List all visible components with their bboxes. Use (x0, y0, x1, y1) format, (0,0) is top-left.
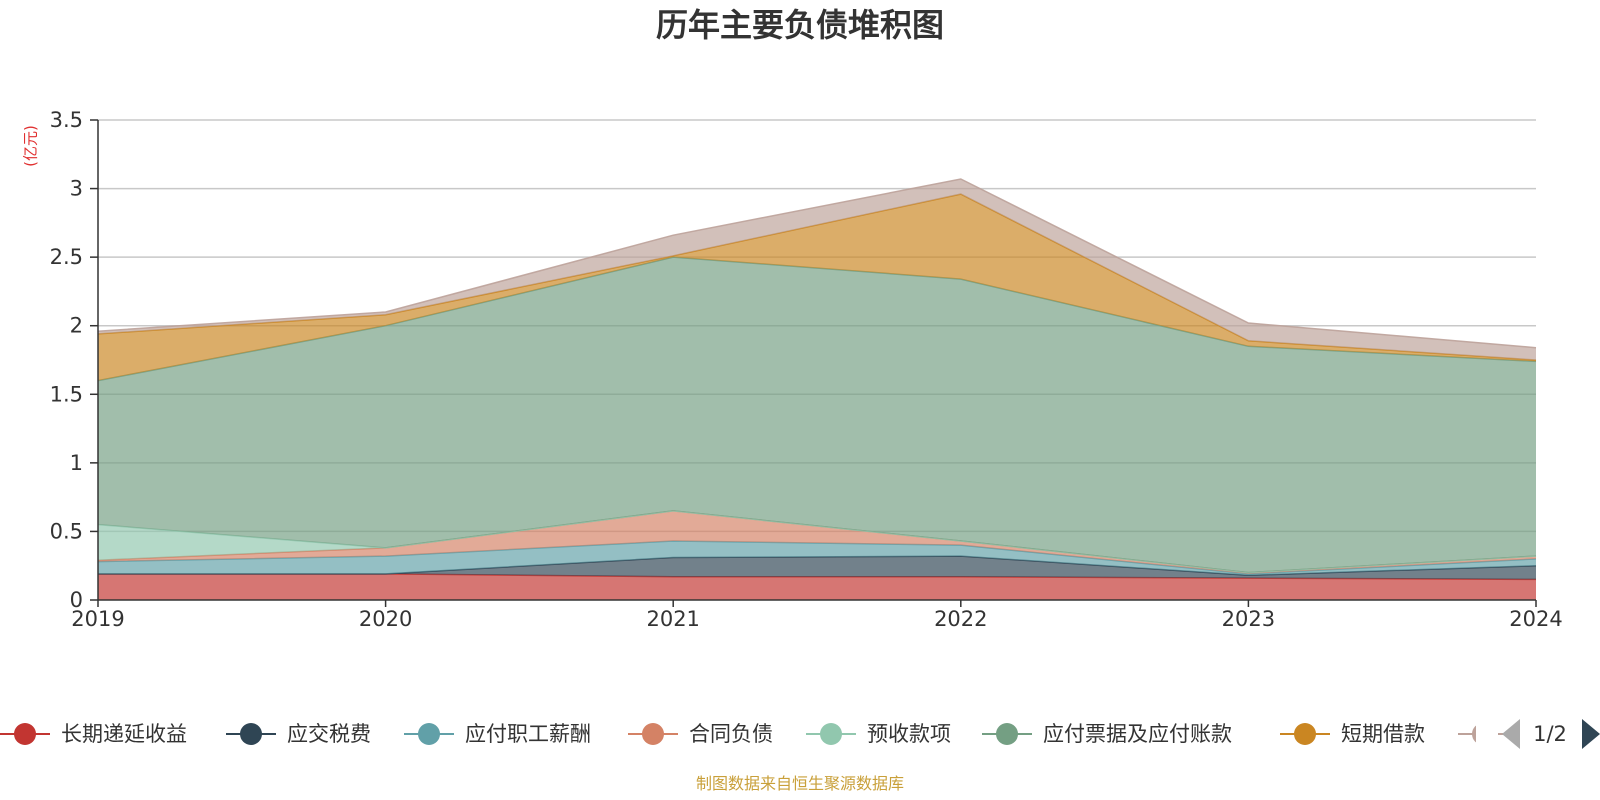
legend-marker-icon (1294, 723, 1316, 745)
legend-item-5[interactable]: 应付票据及应付账款 (982, 722, 1232, 746)
legend-marker-icon (240, 723, 262, 745)
legend-marker-icon (996, 723, 1018, 745)
legend-item-2[interactable]: 应付职工薪酬 (404, 722, 591, 746)
legend-label: 应付职工薪酬 (465, 722, 591, 746)
legend-label: 短期借款 (1341, 722, 1425, 746)
legend-marker-icon (820, 723, 842, 745)
area-series-1 (98, 556, 1536, 580)
legend-marker-icon (418, 723, 440, 745)
legend-label: 预收款项 (867, 722, 951, 746)
x-tick-label: 2021 (646, 607, 699, 631)
legend-prev-icon[interactable] (1502, 719, 1520, 749)
legend-clip-mask (1476, 712, 1498, 756)
legend-next-icon[interactable] (1582, 719, 1600, 749)
legend-label: 应付票据及应付账款 (1043, 722, 1232, 746)
area-series-line-7 (97, 178, 1537, 349)
y-tick-label: 3.5 (50, 108, 83, 132)
legend-label: 合同负债 (689, 722, 773, 746)
legend-marker-icon (14, 723, 36, 745)
legend-item-4[interactable]: 预收款项 (806, 722, 951, 746)
y-tick-label: 1.5 (50, 382, 83, 406)
y-tick-label: 2 (70, 314, 83, 338)
y-tick-label: 2.5 (50, 245, 83, 269)
x-tick-label: 2024 (1509, 607, 1562, 631)
y-axis-ticks: 0 0.5 1 1.5 2 2.5 3 3.5 (50, 108, 98, 612)
axes (97, 120, 1536, 601)
area-series-0 (98, 573, 1536, 600)
y-tick-label: 0 (70, 588, 83, 612)
data-source-note: 制图数据来自恒生聚源数据库 (696, 774, 904, 793)
legend-item-0[interactable]: 长期递延收益 (0, 722, 187, 746)
legend-marker-icon (642, 723, 664, 745)
area-series-5 (98, 257, 1536, 573)
area-series-6 (98, 194, 1536, 381)
legend-item-1[interactable]: 应交税费 (226, 722, 371, 746)
legend-page-indicator: 1/2 (1533, 722, 1567, 746)
legend-item-3[interactable]: 合同负债 (628, 722, 773, 746)
y-tick-label: 3 (70, 177, 83, 201)
y-axis-unit-label: (亿元) (22, 125, 40, 167)
x-tick-label: 2019 (71, 607, 124, 631)
x-axis-ticks: 2019 2020 2021 2022 2023 2024 (71, 600, 1563, 631)
legend-label: 应交税费 (287, 722, 371, 746)
chart-title: 历年主要负债堆积图 (656, 6, 944, 44)
legend-item-6[interactable]: 短期借款 (1280, 722, 1425, 746)
area-series (97, 178, 1537, 600)
x-tick-label: 2022 (934, 607, 987, 631)
legend: 长期递延收益 应交税费 应付职工薪酬 合同负债 预收款项 应付票据及应付账款 短期借款 (0, 712, 1508, 756)
area-series-7 (98, 179, 1536, 360)
x-tick-label: 2023 (1222, 607, 1275, 631)
y-tick-label: 0.5 (50, 519, 83, 543)
area-series-3 (98, 510, 1536, 574)
legend-label: 长期递延收益 (61, 722, 187, 746)
y-tick-label: 1 (70, 451, 83, 475)
x-tick-label: 2020 (359, 607, 412, 631)
legend-pager: 1/2 (1502, 719, 1600, 749)
